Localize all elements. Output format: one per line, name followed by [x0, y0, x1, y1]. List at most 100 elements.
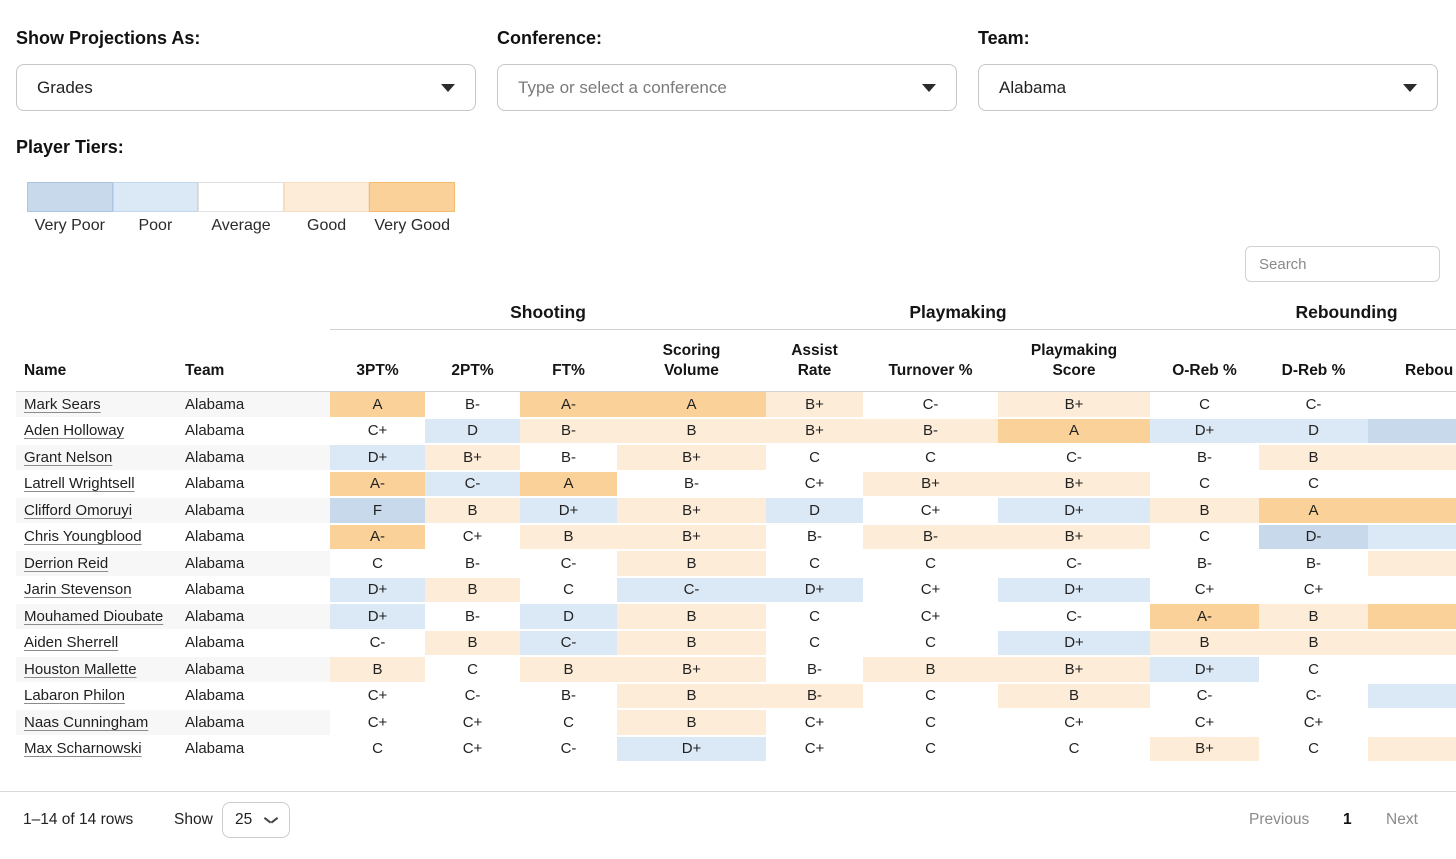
player-name-cell: Clifford Omoruyi: [16, 498, 185, 525]
column-header-o-reb[interactable]: O-Reb %: [1150, 330, 1260, 392]
grade-cell: B+: [617, 498, 766, 525]
search-input[interactable]: [1245, 246, 1440, 282]
player-link[interactable]: Houston Mallette: [24, 660, 137, 678]
grade-cell: C: [330, 551, 425, 578]
grade-cell: D: [425, 418, 520, 445]
group-header-shooting: Shooting: [330, 296, 766, 330]
player-link[interactable]: Grant Nelson: [24, 448, 113, 466]
table-row: Mark Sears Alabama A B- A- A B+ C- B+ C C-: [16, 392, 1456, 419]
conference-label: Conference:: [497, 28, 603, 48]
player-link[interactable]: Mouhamed Dioubate: [24, 607, 164, 625]
grade-cell: C: [520, 710, 617, 737]
column-header-ft[interactable]: FT%: [520, 330, 617, 392]
grade-cell: B+: [1150, 736, 1260, 763]
grade-cell: B+: [998, 524, 1151, 551]
grade-cell: [1368, 524, 1456, 551]
player-link[interactable]: Chris Youngblood: [24, 528, 142, 546]
grade-cell: C+: [330, 418, 425, 445]
conference-input[interactable]: [518, 77, 912, 98]
player-link[interactable]: Aiden Sherrell: [24, 634, 119, 652]
table-row: Derrion Reid Alabama C B- C- B C C C- B- B-: [16, 551, 1456, 578]
page-size-value: 25: [235, 811, 253, 828]
rows-range: 1–14 of 14 rows: [23, 811, 134, 828]
team-cell: Alabama: [185, 551, 330, 578]
conference-select[interactable]: [497, 64, 957, 111]
grade-cell: A-: [1150, 604, 1260, 631]
table-row: Naas Cunningham Alabama C+ C+ C B C+ C C+ C+ C+: [16, 710, 1456, 737]
player-tiers-title: Player Tiers:: [16, 137, 124, 157]
column-header-name[interactable]: Name: [16, 330, 185, 392]
grade-cell: B-: [617, 471, 766, 498]
projections-select[interactable]: Grades: [16, 64, 476, 111]
player-name-cell: Naas Cunningham: [16, 710, 185, 737]
player-name-cell: Latrell Wrightsell: [16, 472, 185, 498]
table-row: Grant Nelson Alabama D+ B+ B- B+ C C C- B- B: [16, 445, 1456, 472]
column-header-rebou[interactable]: Rebou: [1368, 330, 1456, 392]
player-link[interactable]: Labaron Philon: [24, 687, 125, 705]
column-header-assist-rate[interactable]: Assist Rate: [766, 330, 863, 392]
grade-cell: C: [1150, 471, 1260, 498]
player-link[interactable]: Max Scharnowski: [24, 740, 142, 758]
page-size-select[interactable]: 25: [222, 802, 290, 838]
grade-cell: D+: [998, 498, 1151, 525]
grade-cell: C: [520, 577, 617, 604]
tier-label: Very Poor: [34, 217, 105, 234]
group-header-row: Shooting Playmaking Rebounding: [16, 296, 1456, 330]
column-header-d-reb[interactable]: D-Reb %: [1259, 330, 1369, 392]
team-cell: Alabama: [185, 498, 330, 525]
grade-cell: C-: [617, 577, 766, 604]
player-link[interactable]: Jarin Stevenson: [24, 581, 132, 599]
player-link[interactable]: Aden Holloway: [24, 422, 125, 440]
column-header-turnover[interactable]: Turnover %: [863, 330, 998, 392]
grade-cell: A: [520, 471, 617, 498]
previous-page-button[interactable]: Previous: [1249, 811, 1310, 828]
grade-cell: C+: [863, 498, 998, 525]
grade-cell: F: [330, 498, 425, 525]
grade-cell: B: [425, 630, 520, 657]
grade-cell: B: [617, 551, 766, 578]
grade-cell: B+: [617, 445, 766, 472]
grade-cell: B-: [425, 604, 520, 631]
grade-cell: B-: [520, 445, 617, 472]
grade-cell: B: [1150, 498, 1260, 525]
column-header-scoring-volume[interactable]: Scoring Volume: [617, 330, 766, 392]
grade-cell: D+: [617, 736, 766, 763]
column-header-team[interactable]: Team: [185, 330, 330, 392]
column-header-playmaking-score[interactable]: Playmaking Score: [998, 330, 1151, 392]
grade-cell: C+: [1150, 710, 1260, 737]
grade-cell: D+: [1150, 418, 1260, 445]
grade-cell: C+: [425, 710, 520, 737]
grade-cell: A-: [330, 524, 425, 551]
table-row: Houston Mallette Alabama B C B B+ B- B B+ D+ C: [16, 657, 1456, 684]
chevron-down-icon: [922, 83, 936, 92]
team-cell: Alabama: [185, 445, 330, 472]
grade-cell: C+: [766, 471, 863, 498]
player-name-cell: Labaron Philon: [16, 684, 185, 710]
player-name-cell: Max Scharnowski: [16, 737, 185, 763]
player-link[interactable]: Derrion Reid: [24, 554, 109, 572]
player-name-cell: Jarin Stevenson: [16, 578, 185, 604]
player-link[interactable]: Naas Cunningham: [24, 713, 149, 731]
player-name-cell: Grant Nelson: [16, 445, 185, 472]
column-header-3pt[interactable]: 3PT%: [330, 330, 425, 392]
table-row: Labaron Philon Alabama C+ C- B- B B- C B C- C-: [16, 683, 1456, 710]
player-link[interactable]: Latrell Wrightsell: [24, 475, 135, 493]
team-select[interactable]: Alabama: [978, 64, 1438, 111]
next-page-button[interactable]: Next: [1386, 811, 1418, 828]
grade-cell: C-: [863, 392, 998, 419]
grade-cell: [1368, 577, 1456, 604]
column-header-2pt[interactable]: 2PT%: [425, 330, 520, 392]
player-link[interactable]: Clifford Omoruyi: [24, 501, 133, 519]
grade-cell: A-: [520, 392, 617, 419]
grade-cell: A: [617, 392, 766, 419]
table-row: Aiden Sherrell Alabama C- B C- B C C D+ B B: [16, 630, 1456, 657]
grade-cell: C: [766, 551, 863, 578]
team-cell: Alabama: [185, 472, 330, 498]
page-number-button[interactable]: 1: [1343, 811, 1352, 828]
grade-cell: C-: [520, 551, 617, 578]
grade-cell: B-: [520, 683, 617, 710]
grade-cell: B: [1259, 630, 1369, 657]
team-label: Team:: [978, 28, 1030, 48]
grade-cell: C+: [330, 710, 425, 737]
player-link[interactable]: Mark Sears: [24, 395, 101, 413]
